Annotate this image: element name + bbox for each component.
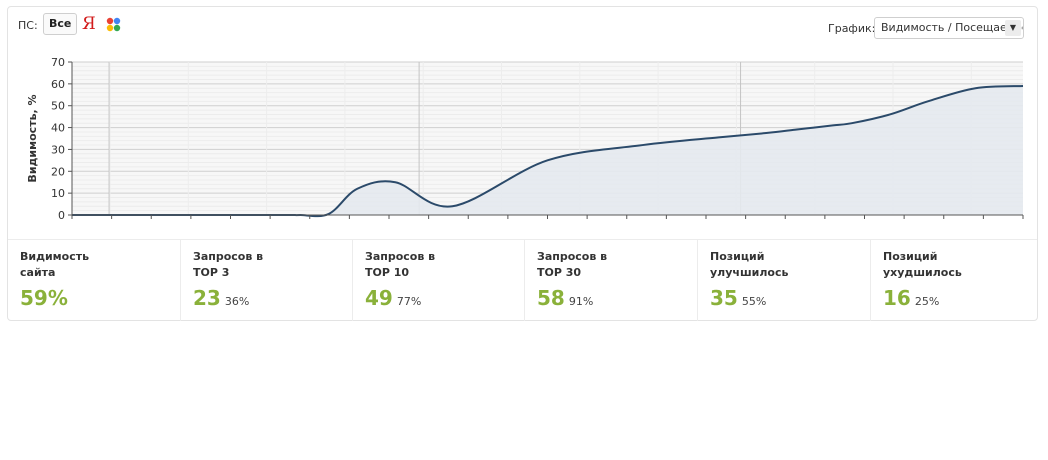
stat-percent: 25% xyxy=(914,295,940,308)
stat-value: 49 77% xyxy=(365,286,421,310)
stat-value: 58 91% xyxy=(537,286,593,310)
y-tick-label: 40 xyxy=(51,122,65,135)
stat-percent: 77% xyxy=(396,295,422,308)
y-tick-label: 50 xyxy=(51,100,65,113)
y-tick-label: 60 xyxy=(51,78,65,91)
stat-title: Позиций ухудшилось xyxy=(883,250,962,279)
y-tick-label: 20 xyxy=(51,165,65,178)
stat-number: 16 xyxy=(883,286,911,310)
google-icon[interactable] xyxy=(105,16,122,33)
stat-number: 58 xyxy=(537,286,565,310)
visibility-chart: 0 10 20 30 40 50 60 70 Видимость, % xyxy=(26,56,1024,222)
graph-type-select[interactable]: Видимость / Посещаемость ▼ xyxy=(874,17,1024,39)
stat-site-visibility: Видимость сайта 59% xyxy=(8,240,180,321)
yandex-icon[interactable]: Я xyxy=(82,14,96,34)
stat-value: 59% xyxy=(20,286,68,310)
stat-value: 35 55% xyxy=(710,286,766,310)
stat-percent: 36% xyxy=(224,295,250,308)
y-axis-label: Видимость, % xyxy=(26,94,39,182)
visibility-panel: ПС: Все Я График: Видимость / Посещаемос… xyxy=(7,6,1038,321)
stat-title: Запросов в ТОР 3 xyxy=(193,250,264,279)
stats-row: Видимость сайта 59% Запросов в ТОР 3 23 3… xyxy=(8,239,1037,321)
stat-title: Запросов в ТОР 30 xyxy=(537,250,608,279)
stat-top3: Запросов в ТОР 3 23 36% xyxy=(180,240,352,321)
stat-title: Видимость сайта xyxy=(20,250,90,279)
y-tick-label: 30 xyxy=(51,143,65,156)
graph-label: График: xyxy=(828,22,876,35)
stat-positions-improved: Позиций улучшилось 35 55% xyxy=(697,240,870,321)
y-tick-label: 70 xyxy=(51,56,65,69)
stat-percent: 55% xyxy=(741,295,767,308)
stat-positions-worsened: Позиций ухудшилось 16 25% xyxy=(870,240,1037,321)
stat-top10: Запросов в ТОР 10 49 77% xyxy=(352,240,524,321)
graph-select-value: Видимость / Посещаемость xyxy=(881,21,1023,34)
stat-top30: Запросов в ТОР 30 58 91% xyxy=(524,240,697,321)
stat-number: 35 xyxy=(710,286,738,310)
stat-title: Запросов в ТОР 10 xyxy=(365,250,436,279)
stat-number: 59% xyxy=(20,286,68,310)
stat-number: 49 xyxy=(365,286,393,310)
search-engine-label: ПС: xyxy=(18,19,38,32)
stat-value: 23 36% xyxy=(193,286,249,310)
all-engines-button[interactable]: Все xyxy=(43,13,78,35)
chevron-down-icon[interactable]: ▼ xyxy=(1005,20,1021,36)
y-tick-label: 0 xyxy=(58,209,65,222)
y-tick-label: 10 xyxy=(51,187,65,200)
stat-number: 23 xyxy=(193,286,221,310)
series-area xyxy=(72,86,1023,217)
stat-title: Позиций улучшилось xyxy=(710,250,789,279)
stat-value: 16 25% xyxy=(883,286,939,310)
stat-percent: 91% xyxy=(568,295,594,308)
